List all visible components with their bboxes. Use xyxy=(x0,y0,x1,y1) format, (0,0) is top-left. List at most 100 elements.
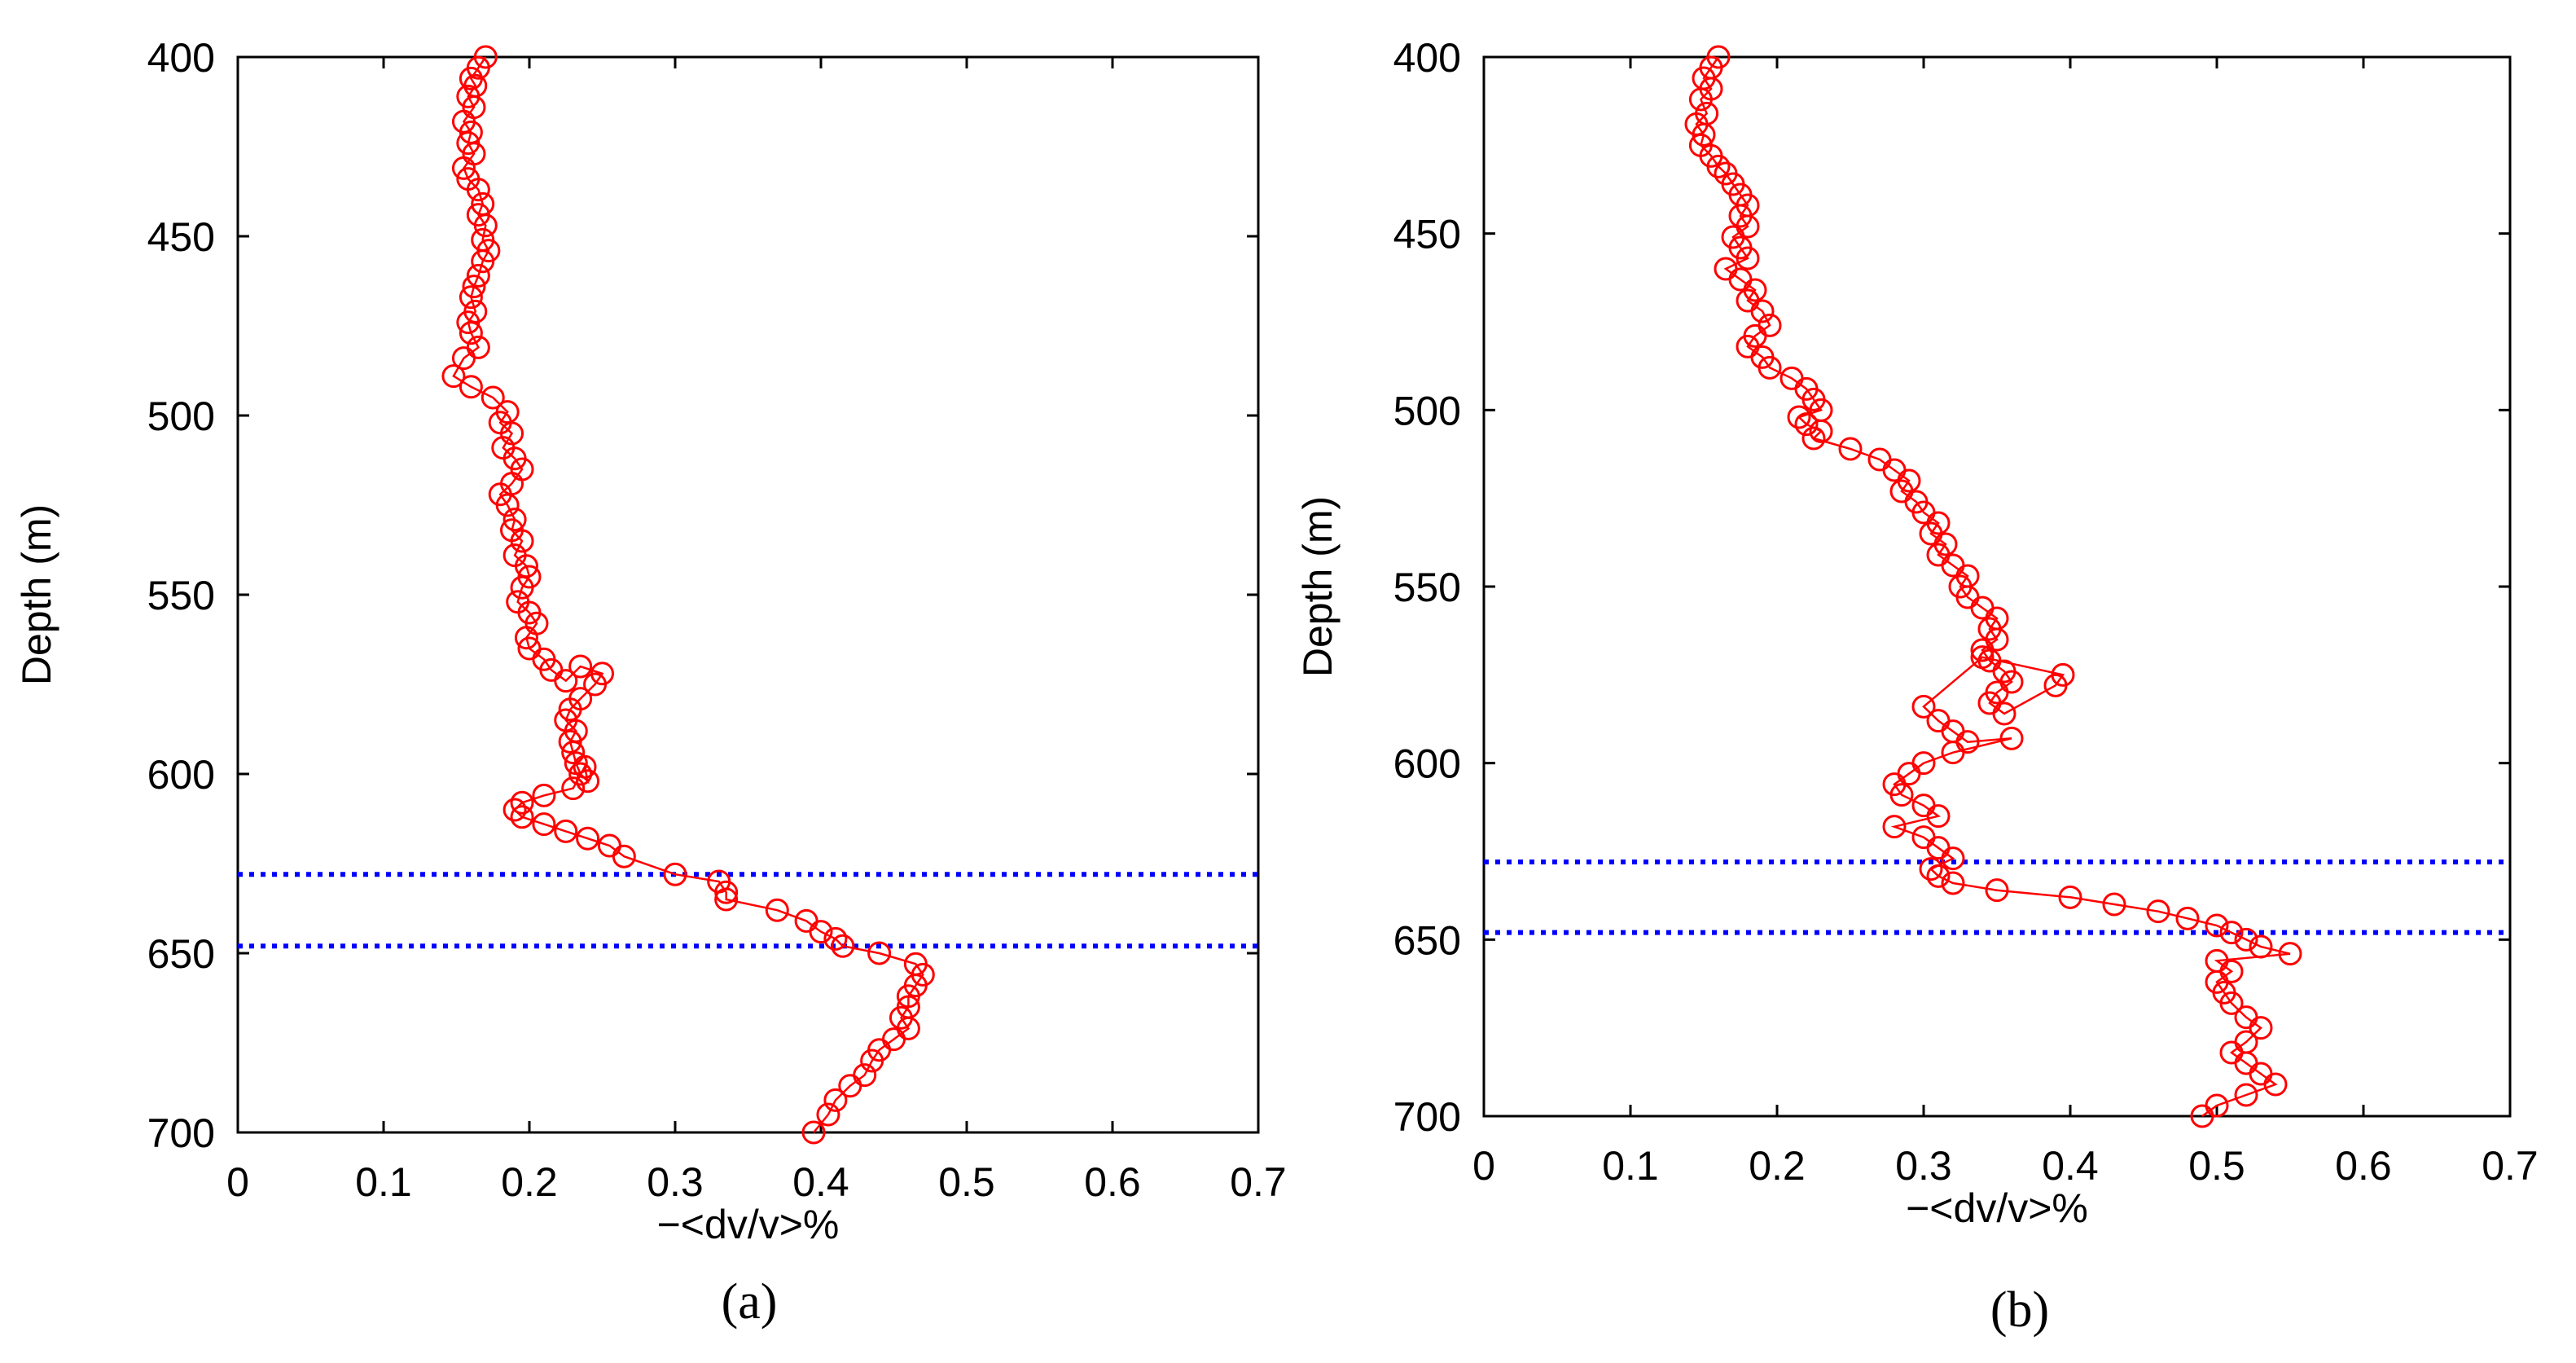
data-point xyxy=(1911,694,1936,719)
data-point xyxy=(1838,437,1863,461)
data-point xyxy=(765,898,789,922)
data-point xyxy=(860,1049,884,1073)
data-point xyxy=(532,783,556,807)
x-tick-label: 0.2 xyxy=(501,1159,558,1205)
x-tick-label: 0.5 xyxy=(938,1159,995,1205)
y-tick-label: 600 xyxy=(1393,741,1461,787)
data-point xyxy=(510,529,534,553)
x-tick-label: 0.3 xyxy=(1895,1143,1952,1189)
data-point xyxy=(1941,871,1965,895)
y-tick-label: 450 xyxy=(147,214,215,260)
data-point xyxy=(1787,405,1811,429)
data-point xyxy=(612,844,636,868)
data-point xyxy=(558,697,582,722)
data-point xyxy=(1688,87,1713,112)
data-point xyxy=(471,249,495,274)
y-axis-label: Depth (m) xyxy=(14,504,59,685)
data-point xyxy=(823,926,848,951)
data-point xyxy=(1941,846,1965,871)
data-point xyxy=(2219,921,2244,945)
data-point xyxy=(1985,878,2009,903)
x-tick-label: 0.7 xyxy=(1230,1159,1287,1205)
y-tick-label: 650 xyxy=(1393,917,1461,963)
data-point xyxy=(809,920,833,944)
data-point xyxy=(2263,1072,2288,1097)
data-point xyxy=(1999,726,2024,750)
data-point xyxy=(714,880,739,904)
x-tick-label: 0 xyxy=(1472,1143,1495,1189)
data-point xyxy=(576,769,600,794)
y-tick-label: 400 xyxy=(147,35,215,81)
data-point xyxy=(2058,885,2082,909)
data-point xyxy=(714,887,739,912)
x-tick-label: 0.2 xyxy=(1749,1143,1806,1189)
data-point xyxy=(867,941,892,965)
data-point xyxy=(2219,991,2244,1015)
data-point xyxy=(1706,154,1731,178)
y-tick-label: 700 xyxy=(147,1110,215,1156)
x-tick-label: 0.1 xyxy=(1602,1143,1659,1189)
y-tick-label: 700 xyxy=(1393,1094,1461,1140)
data-point xyxy=(459,321,483,345)
data-point xyxy=(838,1074,862,1098)
plot-area-frame xyxy=(1482,55,2512,1118)
data-point xyxy=(1692,122,1716,147)
x-tick-label: 0.7 xyxy=(2482,1143,2539,1189)
data-point xyxy=(1926,864,1951,888)
x-tick-label: 0.6 xyxy=(1084,1159,1141,1205)
data-point xyxy=(451,346,476,371)
data-point xyxy=(1941,741,1965,765)
data-point xyxy=(466,263,490,288)
data-point xyxy=(554,819,578,843)
data-point xyxy=(561,776,586,801)
y-tick-label: 500 xyxy=(1393,388,1461,433)
data-point xyxy=(510,790,534,815)
data-point xyxy=(2249,934,2273,959)
x-tick-label: 0.1 xyxy=(355,1159,412,1205)
data-point xyxy=(2205,913,2229,938)
data-point xyxy=(459,285,483,310)
data-point xyxy=(2234,1083,2258,1107)
data-point xyxy=(502,508,527,532)
data-point xyxy=(481,385,505,410)
y-tick-label: 450 xyxy=(1393,212,1461,257)
y-axis-label: Depth (m) xyxy=(1295,496,1341,677)
data-point xyxy=(2175,906,2200,930)
data-point xyxy=(823,1088,848,1112)
data-point xyxy=(451,156,476,180)
data-point xyxy=(1926,804,1951,829)
plot-area-frame xyxy=(236,55,1260,1134)
data-point xyxy=(1758,355,1782,380)
panel-label: (a) xyxy=(722,1274,778,1330)
data-point xyxy=(568,654,593,679)
x-tick-label: 0.5 xyxy=(2188,1143,2245,1189)
data-point xyxy=(2051,662,2075,687)
data-point xyxy=(462,275,486,299)
data-point xyxy=(896,984,920,1009)
data-point xyxy=(466,178,490,202)
data-point xyxy=(1919,857,1943,882)
data-point xyxy=(510,575,534,600)
data-point xyxy=(1794,412,1819,437)
data-point xyxy=(441,364,466,389)
chart-panel-b: 0 0.1 0.2 0.3 0.4 0.5 0.6 0.7 400 450 500 550 600 650… xyxy=(1295,35,2539,1338)
data-point xyxy=(1889,783,1914,807)
data-point xyxy=(1736,246,1760,270)
data-point xyxy=(502,798,527,822)
data-point xyxy=(1992,701,2016,726)
data-point xyxy=(2146,899,2170,924)
data-point xyxy=(459,375,483,399)
y-tick-label: 650 xyxy=(147,931,215,977)
data-point xyxy=(2234,927,2258,952)
data-point xyxy=(583,672,608,697)
data-point xyxy=(831,934,855,958)
data-point xyxy=(2278,942,2302,966)
data-point xyxy=(1882,815,1907,839)
panel-label: (b) xyxy=(1990,1282,2049,1338)
x-axis-label: −<dv/v>% xyxy=(1906,1185,2088,1231)
data-point xyxy=(1750,299,1775,323)
data-point xyxy=(573,754,597,779)
x-tick-label: 0.3 xyxy=(647,1159,704,1205)
data-point xyxy=(554,669,578,693)
